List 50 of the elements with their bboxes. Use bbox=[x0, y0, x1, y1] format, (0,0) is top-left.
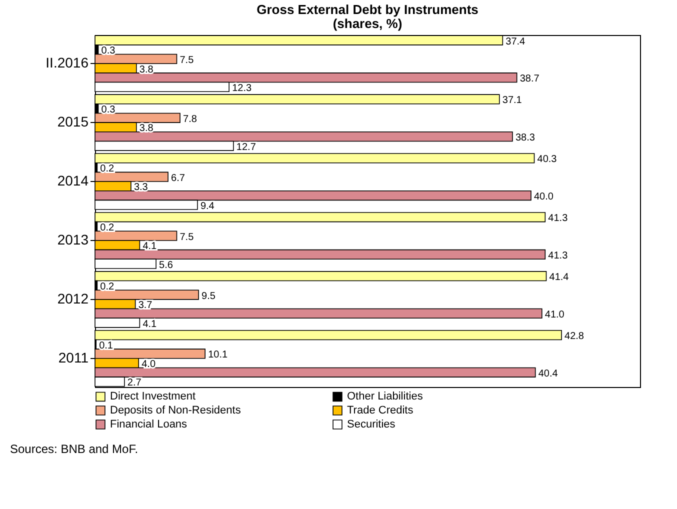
data-label: 37.1 bbox=[502, 95, 522, 106]
legend-label: Other Liabilities bbox=[347, 390, 424, 403]
data-label: 41.3 bbox=[548, 213, 568, 224]
data-label: 40.4 bbox=[538, 368, 558, 380]
legend-label: Financial Loans bbox=[110, 418, 188, 430]
data-label: 37.4 bbox=[506, 36, 526, 48]
data-label: 7.5 bbox=[180, 54, 194, 66]
data-label: 4.1 bbox=[142, 318, 158, 330]
chart-subtitle: (shares, %) bbox=[332, 16, 402, 31]
data-label: 0.2 bbox=[100, 281, 115, 292]
data-label: 0.2 bbox=[100, 164, 115, 175]
data-label: 9.5 bbox=[202, 290, 216, 302]
data-label: 40.0 bbox=[534, 192, 554, 203]
y-tick-label: 2014 bbox=[57, 172, 89, 189]
data-label: 2.7 bbox=[127, 378, 142, 389]
data-label: 3.7 bbox=[138, 300, 153, 312]
data-label: 10.1 bbox=[208, 350, 228, 361]
y-tick-label: 2012 bbox=[57, 290, 89, 306]
data-label: 3.3 bbox=[134, 182, 148, 194]
data-label: 3.8 bbox=[139, 123, 154, 134]
data-label: 40.3 bbox=[537, 154, 558, 166]
y-tick-label: 2013 bbox=[57, 231, 89, 248]
data-label: 4.1 bbox=[142, 241, 158, 252]
chart-title: Gross External Debt by Instruments bbox=[256, 2, 478, 17]
data-label: 41.4 bbox=[549, 272, 570, 284]
data-label: 5.6 bbox=[159, 260, 174, 271]
data-label: 38.7 bbox=[520, 74, 540, 85]
data-label: 9.4 bbox=[200, 200, 215, 212]
data-label: 3.8 bbox=[139, 64, 154, 76]
y-tick-label: II.2016 bbox=[46, 54, 89, 71]
data-label: 4.0 bbox=[142, 359, 156, 370]
data-label: 41.0 bbox=[544, 309, 565, 320]
data-label: 41.3 bbox=[548, 250, 568, 262]
data-label: 42.8 bbox=[564, 331, 584, 342]
data-label: 0.3 bbox=[101, 104, 116, 116]
data-label: 6.7 bbox=[171, 172, 186, 184]
y-tick-label: 2011 bbox=[58, 349, 89, 366]
data-label: 12.3 bbox=[232, 82, 252, 94]
source-note: Sources: BNB and MoF. bbox=[10, 442, 138, 456]
data-label: 0.3 bbox=[101, 46, 116, 57]
data-label: 38.3 bbox=[515, 132, 536, 144]
legend-label: Deposits of Non-Residents bbox=[110, 404, 242, 416]
legend-label: Securities bbox=[347, 418, 396, 430]
data-label: 0.2 bbox=[100, 222, 115, 234]
y-tick-label: 2015 bbox=[57, 114, 89, 130]
data-label: 12.7 bbox=[236, 142, 256, 153]
legend-label: Trade Credits bbox=[347, 404, 414, 416]
legend-label: Direct Investment bbox=[110, 390, 196, 403]
data-label: 7.5 bbox=[180, 232, 194, 243]
data-label: 7.8 bbox=[183, 114, 198, 125]
